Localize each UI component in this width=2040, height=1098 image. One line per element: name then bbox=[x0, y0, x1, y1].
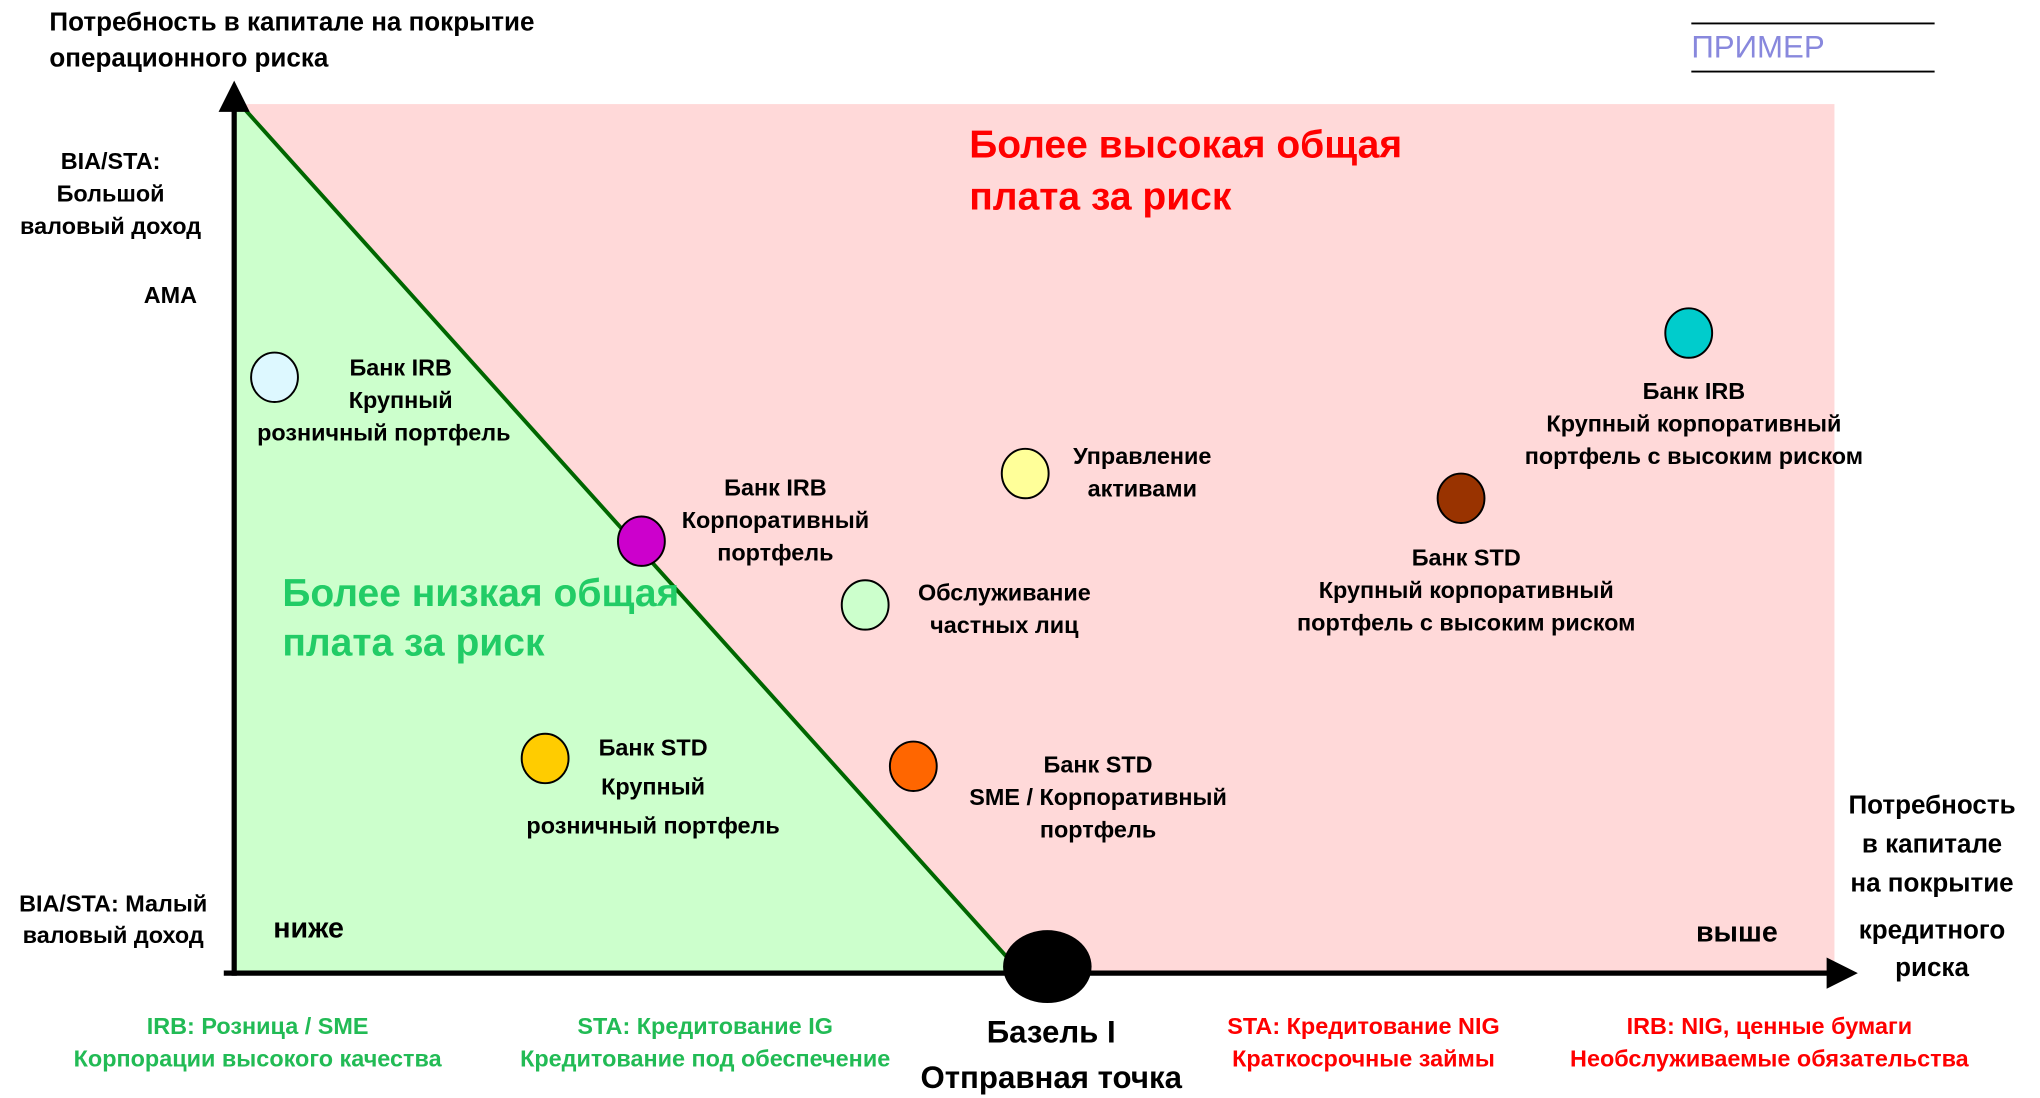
bottom-label: IRB: Розница / SME bbox=[147, 1013, 369, 1039]
y-axis-title: операционного риска bbox=[49, 43, 328, 73]
point-label: Банк IRB bbox=[1643, 378, 1746, 404]
bottom-label: Кредитование под обеспечение bbox=[520, 1045, 890, 1071]
bottom-label: Краткосрочные займы bbox=[1232, 1045, 1495, 1071]
y-level: валовый доход bbox=[23, 922, 204, 948]
point bbox=[840, 579, 890, 631]
point bbox=[617, 515, 666, 567]
point-label: розничный портфель bbox=[526, 813, 779, 839]
x-axis-title: на покрытие bbox=[1850, 868, 2013, 898]
origin-label: Отправная точка bbox=[920, 1060, 1182, 1095]
point-label: Крупный корпоративный bbox=[1546, 411, 1841, 437]
point bbox=[250, 351, 299, 403]
point-label: портфель с высоким риском bbox=[1525, 443, 1863, 469]
point-label: Крупный bbox=[349, 387, 453, 413]
y-level: BIA/STA: bbox=[61, 148, 161, 174]
y-level: BIA/STA: Малый bbox=[19, 891, 207, 917]
point-label: портфель bbox=[717, 539, 833, 565]
region-label: Более высокая общая bbox=[969, 123, 1402, 166]
corner-label: ниже bbox=[273, 913, 344, 945]
x-axis-title: Потребность bbox=[1848, 789, 2015, 819]
point-label: портфель bbox=[1040, 816, 1156, 842]
point-label: Крупный корпоративный bbox=[1319, 577, 1614, 603]
y-level: валовый доход bbox=[20, 213, 201, 239]
point-label: Банк STD bbox=[1412, 545, 1521, 571]
corner-label: выше bbox=[1696, 917, 1778, 949]
origin-label: Базель I bbox=[987, 1015, 1116, 1050]
point-label: Банк IRB bbox=[724, 474, 827, 500]
origin-point bbox=[1003, 930, 1092, 1004]
point-label: SME / Корпоративный bbox=[969, 784, 1227, 810]
y-axis-title: Потребность в капитале на покрытие bbox=[49, 6, 534, 36]
point-label: Банк STD bbox=[1044, 751, 1153, 777]
example-label: ПРИМЕР bbox=[1691, 30, 1824, 65]
bottom-label: STA: Кредитование NIG bbox=[1227, 1013, 1499, 1039]
bottom-label: Корпорации высокого качества bbox=[74, 1045, 443, 1071]
point-label: Корпоративный bbox=[682, 507, 869, 533]
x-axis-title: кредитного bbox=[1859, 914, 2006, 944]
point-label: Банк IRB bbox=[349, 355, 452, 381]
point bbox=[1436, 472, 1486, 524]
point bbox=[1664, 307, 1714, 359]
point-label: Крупный bbox=[601, 774, 705, 800]
point-label: частных лиц bbox=[930, 612, 1079, 638]
point bbox=[888, 740, 938, 792]
point-label: розничный портфель bbox=[257, 420, 510, 446]
point-label: активами bbox=[1088, 476, 1197, 502]
point-label: Управление bbox=[1073, 443, 1211, 469]
bottom-label: STA: Кредитование IG bbox=[577, 1013, 833, 1039]
point-label: портфель с высоким риском bbox=[1297, 610, 1635, 636]
point-label: Банк STD bbox=[599, 735, 708, 761]
y-level: Большой bbox=[57, 180, 165, 206]
point bbox=[1000, 447, 1050, 500]
point-label: Обслуживание bbox=[918, 580, 1091, 606]
bottom-label: IRB: NIG, ценные бумаги bbox=[1627, 1013, 1912, 1039]
region-label: Более низкая общая bbox=[282, 572, 679, 615]
point bbox=[520, 732, 570, 785]
region-label: плата за риск bbox=[282, 622, 545, 665]
x-axis-title: риска bbox=[1895, 952, 1969, 982]
y-level: AMA bbox=[144, 282, 197, 308]
x-axis-title: в капитале bbox=[1862, 828, 2002, 858]
bottom-label: Необслуживаемые обязательства bbox=[1570, 1045, 1970, 1071]
region-label: плата за риск bbox=[969, 175, 1232, 218]
